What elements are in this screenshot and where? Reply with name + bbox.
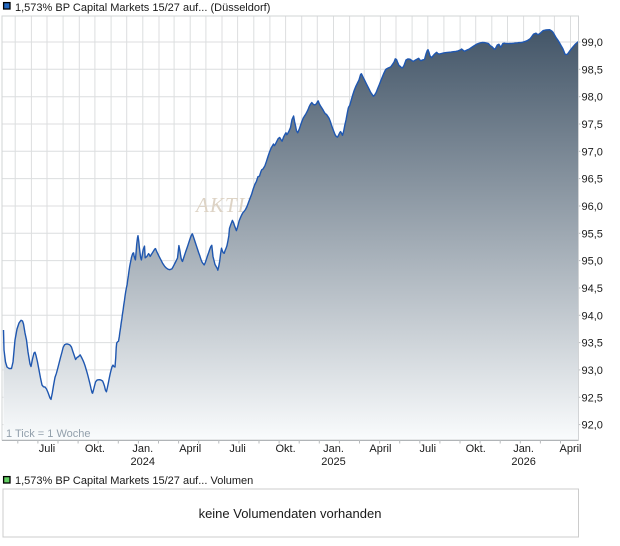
svg-text:2024: 2024 xyxy=(131,456,155,468)
svg-text:April: April xyxy=(369,443,391,455)
svg-text:98,5: 98,5 xyxy=(582,64,603,76)
svg-text:96,0: 96,0 xyxy=(582,201,603,213)
svg-text:Okt.: Okt. xyxy=(276,443,296,455)
svg-text:Jan.: Jan. xyxy=(513,443,534,455)
svg-text:96,5: 96,5 xyxy=(582,174,603,186)
svg-text:Juli: Juli xyxy=(39,443,56,455)
svg-text:April: April xyxy=(179,443,201,455)
svg-text:1,573% BP Capital Markets 15/2: 1,573% BP Capital Markets 15/27 auf... (… xyxy=(15,2,270,14)
svg-text:93,0: 93,0 xyxy=(582,365,603,377)
svg-text:92,5: 92,5 xyxy=(582,392,603,404)
svg-text:95,0: 95,0 xyxy=(582,256,603,268)
svg-text:keine Volumendaten vorhanden: keine Volumendaten vorhanden xyxy=(199,506,382,521)
svg-text:Juli: Juli xyxy=(420,443,437,455)
svg-text:Juli: Juli xyxy=(229,443,246,455)
svg-text:92,0: 92,0 xyxy=(582,420,603,432)
svg-text:93,5: 93,5 xyxy=(582,338,603,350)
svg-text:Jan.: Jan. xyxy=(132,443,153,455)
svg-text:2025: 2025 xyxy=(321,456,345,468)
svg-text:Okt.: Okt. xyxy=(85,443,105,455)
svg-text:Jan.: Jan. xyxy=(323,443,344,455)
svg-text:94,5: 94,5 xyxy=(582,283,603,295)
svg-text:97,0: 97,0 xyxy=(582,146,603,158)
svg-text:98,0: 98,0 xyxy=(582,92,603,104)
svg-text:95,5: 95,5 xyxy=(582,228,603,240)
svg-text:97,5: 97,5 xyxy=(582,119,603,131)
svg-text:94,0: 94,0 xyxy=(582,310,603,322)
svg-text:April: April xyxy=(559,443,581,455)
svg-text:2026: 2026 xyxy=(511,456,535,468)
svg-text:Okt.: Okt. xyxy=(466,443,486,455)
svg-text:1 Tick = 1 Woche: 1 Tick = 1 Woche xyxy=(6,428,90,440)
svg-text:99,0: 99,0 xyxy=(582,37,603,49)
svg-text:1,573% BP Capital Markets 15/2: 1,573% BP Capital Markets 15/27 auf... V… xyxy=(15,475,253,487)
